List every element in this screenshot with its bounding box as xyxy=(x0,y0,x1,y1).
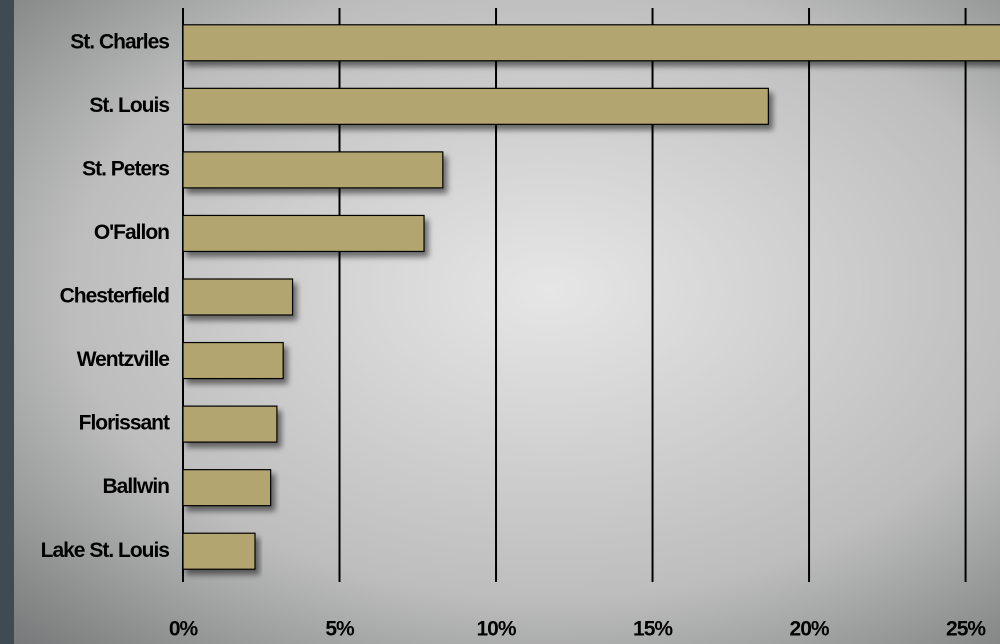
x-tick-label: 15% xyxy=(633,618,673,641)
y-tick-label: O'Fallon xyxy=(94,221,169,244)
x-tick-label: 20% xyxy=(790,618,830,641)
x-tick-label: 5% xyxy=(325,618,355,641)
bar xyxy=(182,87,769,125)
y-tick-label: St. Peters xyxy=(82,157,169,180)
bar xyxy=(182,405,278,443)
x-tick-label: 0% xyxy=(169,618,199,641)
y-tick-label: Florissant xyxy=(79,412,170,435)
y-tick-label: St. Louis xyxy=(89,94,169,117)
bar xyxy=(182,278,294,316)
x-tick-label: 25% xyxy=(946,618,986,641)
y-tick-label: Chesterfield xyxy=(60,285,170,308)
bar xyxy=(182,24,1000,62)
bar xyxy=(182,532,256,570)
y-tick-label: Ballwin xyxy=(102,475,169,498)
y-tick-label: Wentzville xyxy=(77,348,170,371)
bar xyxy=(182,469,272,507)
bar xyxy=(182,214,425,253)
y-tick-label: St. Charles xyxy=(70,30,169,53)
x-tick-label: 10% xyxy=(477,618,517,641)
bar xyxy=(182,341,284,380)
bar xyxy=(182,151,444,189)
y-tick-label: Lake St. Louis xyxy=(41,539,170,562)
edge xyxy=(0,0,14,644)
